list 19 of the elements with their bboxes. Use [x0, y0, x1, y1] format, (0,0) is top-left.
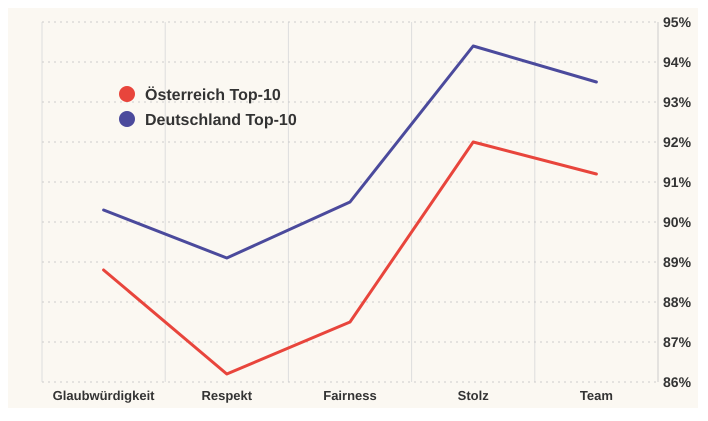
x-tick-label: Team	[580, 388, 613, 403]
y-tick-label: 88%	[663, 294, 692, 310]
x-tick-label: Glaubwürdigkeit	[52, 388, 156, 403]
line-series	[102, 44, 598, 260]
x-tick-label: Respekt	[202, 388, 253, 403]
y-tick-label: 92%	[663, 134, 692, 150]
y-tick-label: 87%	[663, 334, 692, 350]
y-tick-label: 86%	[663, 374, 692, 390]
legend-label: Österreich Top-10	[145, 86, 281, 104]
y-tick-label: 91%	[663, 174, 692, 190]
legend-label: Deutschland Top-10	[145, 112, 297, 129]
y-tick-label: 93%	[663, 94, 692, 110]
y-tick-label: 94%	[663, 54, 692, 70]
y-tick-label: 95%	[663, 14, 692, 30]
y-tick-label: 90%	[663, 214, 692, 230]
y-tick-label: 89%	[663, 254, 692, 270]
x-tick-label: Stolz	[458, 388, 490, 403]
line-series	[102, 140, 598, 376]
x-tick-label: Fairness	[323, 388, 377, 403]
